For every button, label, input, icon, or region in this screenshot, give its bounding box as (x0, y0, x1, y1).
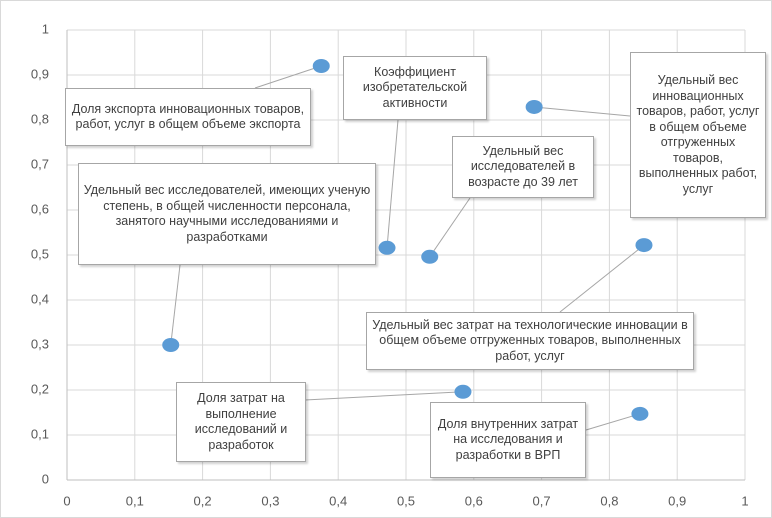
point (631, 406, 649, 421)
y-tick-label: 1 (42, 21, 49, 36)
x-tick-label: 0,3 (261, 493, 279, 508)
point (454, 384, 472, 399)
y-tick-label: 0,1 (31, 426, 49, 441)
callout-label: Доля экспорта инновационных товаров, раб… (65, 88, 311, 146)
x-tick-label: 0,4 (329, 493, 347, 508)
x-tick-label: 1 (741, 493, 748, 508)
y-tick-label: 0,9 (31, 66, 49, 81)
leader-line (429, 197, 471, 258)
x-tick-label: 0 (63, 493, 70, 508)
y-tick-label: 0,7 (31, 156, 49, 171)
x-tick-label: 0,5 (397, 493, 415, 508)
leader-line (254, 65, 322, 89)
y-tick-label: 0,8 (31, 111, 49, 126)
point (635, 238, 653, 253)
y-tick-label: 0,5 (31, 246, 49, 261)
y-tick-label: 0,3 (31, 336, 49, 351)
callout-label: Коэффициент изобретательской активности (343, 56, 487, 120)
y-tick-label: 0 (42, 471, 49, 486)
callout-label: Удельный вес инновационных товаров, рабо… (630, 52, 766, 218)
leader-line (585, 413, 641, 431)
callout-label: Доля внутренних затрат на исследования и… (430, 402, 586, 478)
x-tick-label: 0,8 (600, 493, 618, 508)
callout-label: Удельный вес затрат на технологические и… (366, 312, 694, 370)
point (525, 99, 543, 114)
point (162, 338, 180, 352)
callout-label: Удельный вес исследователей в возрасте д… (452, 136, 594, 198)
point (378, 240, 396, 255)
callout-label: Доля затрат на выполнение исследований и… (176, 382, 306, 462)
x-tick-label: 0,9 (668, 493, 686, 508)
y-tick-label: 0,2 (31, 381, 49, 396)
leader-line (534, 106, 631, 117)
x-tick-label: 0,6 (465, 493, 483, 508)
leader-line (304, 391, 463, 401)
y-tick-label: 0,4 (31, 291, 49, 306)
leader-line (559, 244, 645, 313)
x-tick-label: 0,2 (194, 493, 212, 508)
leader-line (386, 119, 399, 248)
leader-line (170, 264, 181, 346)
x-tick-label: 0,7 (533, 493, 551, 508)
point (312, 59, 330, 73)
y-tick-label: 0,6 (31, 201, 49, 216)
x-tick-label: 0,1 (126, 493, 144, 508)
callout-label: Удельный вес исследователей, имеющих уче… (78, 163, 376, 265)
point (421, 249, 439, 264)
